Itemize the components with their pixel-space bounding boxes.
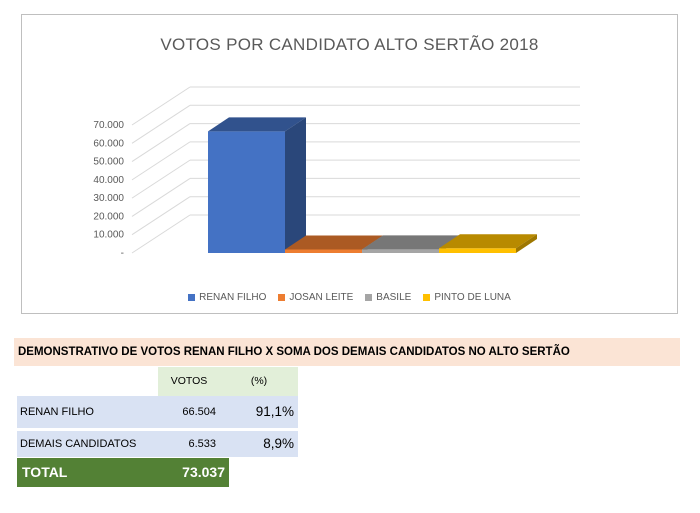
row-label: DEMAIS CANDIDATOS [20, 438, 137, 450]
gridline-side [131, 86, 191, 126]
row-votes: 66.504 [182, 406, 216, 418]
y-tick-label: 10.000 [93, 230, 124, 241]
bar-front [439, 248, 516, 253]
y-tick-label: 20.000 [93, 211, 124, 222]
legend-swatch [423, 294, 431, 301]
legend-swatch [365, 294, 373, 301]
legend-item: PINTO DE LUNA [423, 292, 511, 303]
y-tick-label: 40.000 [93, 175, 124, 186]
gridline-side [131, 159, 191, 199]
gridline-side [131, 214, 191, 254]
bar-chart-3d: - 10.000 20.000 30.000 40.000 50.000 60.000 70.… [93, 86, 580, 259]
gridline-side [131, 141, 191, 181]
y-tick-label: 30.000 [93, 193, 124, 204]
row-percent: 91,1% [255, 404, 294, 419]
summary-header: DEMONSTRATIVO DE VOTOS RENAN FILHO X SOM… [14, 338, 680, 366]
gridline-side [131, 196, 191, 236]
bar-front [208, 131, 285, 253]
y-tick-label: 60.000 [93, 138, 124, 149]
gridline-side [131, 123, 191, 162]
row-label: RENAN FILHO [20, 406, 94, 418]
bar-side [285, 117, 306, 253]
legend-label: PINTO DE LUNA [434, 292, 511, 303]
percent-column-header: (%) [220, 367, 298, 396]
bar-front [362, 249, 439, 253]
row-votes: 6.533 [188, 438, 216, 450]
chart-frame: VOTOS POR CANDIDATO ALTO SERTÃO 2018 - 10… [21, 14, 678, 314]
bar-top [208, 117, 306, 132]
chart-title: VOTOS POR CANDIDATO ALTO SERTÃO 2018 [160, 35, 539, 54]
legend-item: RENAN FILHO [188, 292, 266, 303]
row-percent: 8,9% [263, 436, 294, 451]
total-label: TOTAL [22, 464, 68, 480]
bar [208, 117, 306, 253]
legend-item: BASILE [365, 292, 411, 303]
bar-top [285, 235, 383, 250]
legend-item: JOSAN LEITE [278, 292, 353, 303]
legend-label: BASILE [376, 292, 412, 303]
table-row [17, 431, 298, 457]
y-tick-label: - [121, 248, 124, 259]
bar-top [362, 235, 460, 250]
bar [439, 234, 537, 253]
bar-side [516, 234, 537, 253]
bar-top [439, 234, 537, 249]
gridline-side [131, 104, 191, 144]
gridline-side [131, 178, 191, 217]
bar-front [285, 249, 362, 253]
total-value: 73.037 [182, 464, 225, 480]
y-tick-label: 50.000 [93, 157, 124, 168]
y-tick-label: 70.000 [93, 120, 124, 131]
legend-label: JOSAN LEITE [289, 292, 354, 303]
chart-legend: RENAN FILHO JOSAN LEITE BASILE PINTO DE LUN… [22, 292, 677, 303]
legend-swatch [278, 294, 286, 301]
legend-swatch [188, 294, 196, 301]
legend-label: RENAN FILHO [199, 292, 267, 303]
votes-column-header: VOTOS [158, 367, 220, 396]
total-row [17, 458, 229, 487]
table-row [17, 396, 298, 428]
